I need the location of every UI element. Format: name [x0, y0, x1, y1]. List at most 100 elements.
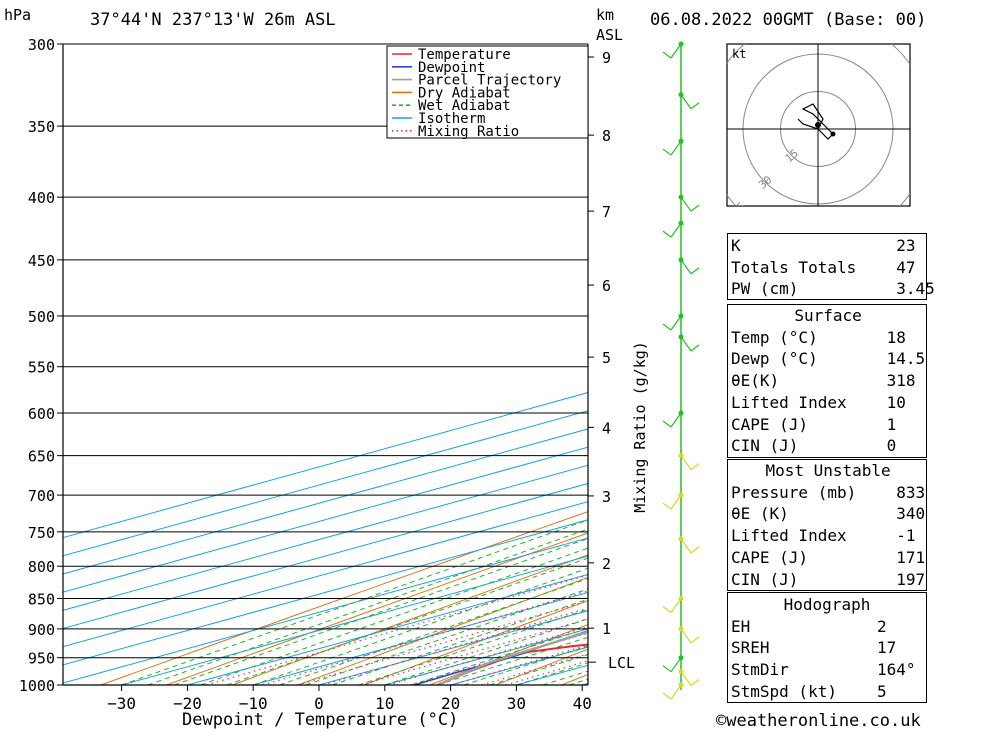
row-label: Pressure (mb)	[731, 482, 857, 502]
isotherm-line	[63, 482, 588, 629]
pressure-tick-label: 550	[28, 359, 55, 377]
index-label: K	[731, 236, 741, 255]
wind-barb-flag	[662, 502, 672, 510]
height-tick-label: 9	[602, 49, 611, 67]
wind-barb	[670, 315, 682, 331]
isotherm-line	[63, 501, 588, 648]
row-label: Temp (°C)	[731, 327, 818, 347]
index-row-tt: Totals Totals 47	[727, 257, 946, 279]
surface-row: Temp (°C) 18	[727, 327, 929, 349]
wind-barb	[670, 140, 682, 156]
x-tick-label: −10	[239, 694, 268, 713]
legend-box	[386, 45, 589, 139]
wind-barb-flag	[662, 323, 672, 331]
row-value: 340	[896, 504, 926, 524]
copyright-link[interactable]: ©weatheronline.co.uk	[716, 711, 921, 731]
surface-row: CIN (J) 0	[727, 435, 929, 457]
wind-barb-flag	[662, 605, 672, 613]
wind-barb-flag	[662, 420, 672, 428]
row-value: 2	[877, 616, 887, 636]
wind-barb	[670, 684, 682, 700]
hodo-row: StmSpd (kt) 5	[727, 681, 927, 703]
height-unit-km: km	[596, 6, 615, 24]
x-tick-label: 0	[314, 694, 324, 713]
dry-adiabat-line	[298, 576, 588, 685]
row-value: 17	[877, 638, 897, 658]
row-value: 10	[886, 392, 906, 412]
lcl-label: LCL	[608, 654, 635, 672]
wind-barb-flag	[690, 463, 700, 471]
surface-row: CAPE (J) 1	[727, 414, 929, 436]
x-tick-label: 30	[507, 694, 526, 713]
dry-adiabat-line	[232, 554, 588, 685]
dry-adiabat-line	[363, 600, 588, 685]
hodo-row: StmDir 164°	[727, 659, 927, 681]
pressure-tick-label: 800	[28, 558, 55, 576]
row-value: 197	[896, 569, 926, 589]
mixing-ratio-line	[322, 607, 588, 685]
wind-barb	[680, 455, 692, 470]
surface-row: Lifted Index 10	[727, 392, 929, 414]
wind-barb-flag	[690, 679, 700, 687]
hodograph-storm-dot	[815, 122, 821, 128]
hodo-row: EH 2	[727, 616, 927, 638]
wet-adiabat-line	[332, 598, 588, 685]
index-value: 3.45	[896, 279, 935, 299]
basic-indices-box	[727, 233, 927, 300]
wind-barb	[670, 657, 682, 673]
wind-barb	[670, 494, 682, 510]
isotherms	[63, 392, 588, 685]
legend-label: Mixing Ratio	[418, 124, 519, 140]
index-value: 47	[896, 257, 916, 277]
index-label: Totals Totals	[731, 257, 857, 277]
height-tick-label: 1	[602, 620, 611, 638]
row-value: 18	[886, 327, 906, 347]
mu-row: CIN (J) 197	[727, 569, 929, 591]
dry-adiabat-line	[956, 44, 1000, 685]
run-datetime: 06.08.2022 00GMT (Base: 00)	[650, 10, 927, 30]
row-value: 164°	[877, 660, 916, 680]
surface-header: Surface	[794, 306, 862, 325]
wind-barb-flag	[690, 102, 700, 110]
pressure-tick-label: 600	[28, 405, 55, 423]
x-tick-label: −20	[173, 694, 202, 713]
wind-barb-flag	[690, 546, 700, 554]
row-label: CIN (J)	[731, 569, 799, 589]
isotherm-line	[63, 446, 588, 593]
hodograph-ring-label: 30	[756, 173, 775, 191]
mixing-ratio-axis-label: Mixing Ratio (g/kg)	[631, 341, 649, 513]
wind-barb-flag	[690, 344, 700, 352]
wind-barb	[680, 538, 692, 554]
height-unit-asl: ASL	[596, 26, 624, 44]
basic-indices-table: K 23 Totals Totals 47 PW (cm) 3.45	[727, 235, 946, 300]
pressure-tick-label: 300	[28, 36, 55, 54]
height-tick-label: 6	[602, 277, 611, 295]
pressure-tick-label: 500	[28, 308, 55, 326]
surface-row: θE(K) 318	[727, 370, 929, 392]
row-value: -1	[896, 526, 916, 546]
pressure-tick-label: 1000	[19, 677, 55, 695]
wet-adiabat-line	[253, 567, 588, 685]
wind-barb	[680, 671, 692, 686]
most-unstable-header: Most Unstable	[765, 461, 891, 480]
isotherm-line	[187, 573, 588, 685]
isotherm-line	[63, 537, 588, 684]
legend-label: Wet Adiabat	[418, 98, 511, 114]
height-tick-label: 5	[602, 349, 611, 367]
row-label: θE(K)	[731, 371, 780, 391]
mu-row: Lifted Index -1	[727, 525, 929, 547]
wind-barb-flag	[662, 148, 672, 156]
hodograph-unit-label: kt	[732, 47, 746, 61]
wind-barb-flag	[690, 636, 700, 644]
wind-barb	[680, 336, 692, 352]
hodograph-mean-dot	[830, 131, 836, 137]
surface-row: Dewp (°C) 14.5	[727, 348, 929, 370]
row-value: 318	[886, 371, 916, 391]
wind-barb-flag	[690, 204, 700, 212]
pressure-tick-label: 700	[28, 487, 55, 505]
wind-barb	[670, 598, 682, 613]
row-label: StmDir	[731, 660, 789, 680]
height-tick-label: 7	[602, 203, 611, 221]
